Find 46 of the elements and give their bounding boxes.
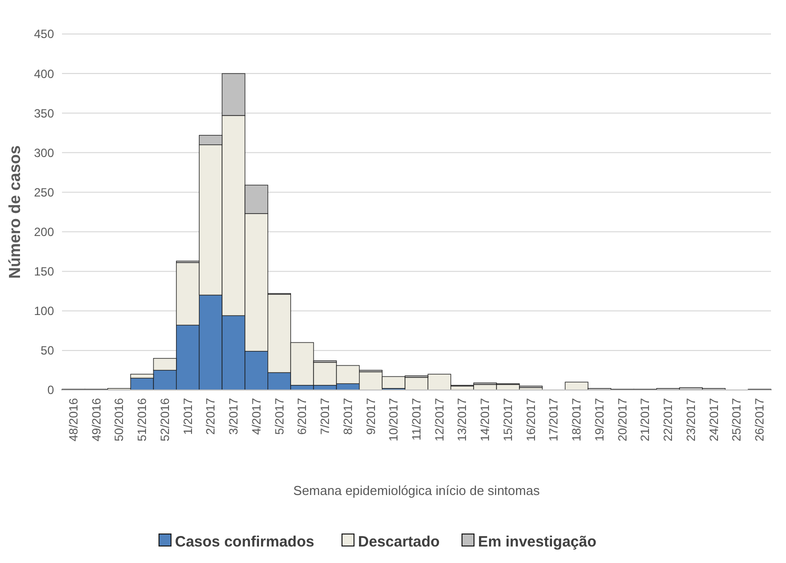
- x-tick-label: 6/2017: [295, 398, 310, 435]
- x-tick-label: 1/2017: [180, 398, 195, 435]
- x-tick-label: 25/2017: [730, 398, 744, 442]
- x-tick-label: 12/2017: [432, 398, 446, 442]
- x-tick-label: 22/2017: [661, 398, 676, 442]
- y-tick-label: 300: [34, 146, 54, 160]
- y-tick-label: 250: [34, 185, 54, 200]
- x-tick-label: 16/2017: [524, 398, 538, 442]
- legend-label: Casos confirmados: [175, 533, 314, 550]
- x-tick-label: 24/2017: [706, 398, 721, 442]
- x-tick-label: 17/2017: [546, 398, 561, 442]
- legend-label: Em investigação: [478, 533, 596, 550]
- x-tick-label: 7/2017: [318, 398, 332, 435]
- y-axis-title: Número de casos: [7, 145, 24, 279]
- y-tick-label: 400: [34, 66, 54, 81]
- x-tick-label: 11/2017: [410, 398, 424, 440]
- x-tick-label: 21/2017: [638, 398, 652, 442]
- x-axis-title: Semana epidemiológica início de sintomas: [293, 483, 540, 498]
- x-tick-label: 14/2017: [478, 398, 492, 442]
- x-tick-label: 18/2017: [570, 398, 584, 442]
- x-tick-label: 2/2017: [204, 398, 218, 435]
- x-tick-label: 9/2017: [364, 398, 378, 435]
- x-tick-label: 19/2017: [592, 398, 606, 442]
- y-tick-label: 450: [34, 27, 54, 42]
- x-tick-label: 49/2016: [89, 398, 104, 442]
- x-tick-label: 4/2017: [249, 398, 264, 435]
- y-tick-label: 200: [34, 224, 54, 239]
- y-tick-label: 50: [40, 344, 54, 358]
- x-tick-label: 20/2017: [615, 398, 630, 442]
- x-tick-label: 48/2016: [66, 398, 80, 442]
- y-tick-label: 100: [34, 304, 54, 318]
- x-tick-label: 8/2017: [340, 398, 355, 435]
- x-tick-label: 10/2017: [386, 398, 401, 442]
- x-tick-label: 5/2017: [272, 398, 286, 435]
- x-tick-label: 15/2017: [500, 398, 515, 442]
- x-tick-label: 50/2016: [112, 398, 126, 442]
- x-tick-label: 52/2016: [158, 398, 172, 442]
- x-tick-label: 23/2017: [684, 398, 698, 442]
- y-tick-label: 150: [34, 264, 54, 279]
- x-tick-label: 13/2017: [455, 398, 470, 442]
- y-tick-label: 0: [47, 383, 54, 398]
- legend-label: Descartado: [358, 533, 440, 550]
- x-tick-label: 3/2017: [226, 398, 241, 435]
- x-tick-label: 26/2017: [752, 398, 767, 442]
- y-tick-label: 350: [34, 106, 54, 120]
- x-tick-label: 51/2016: [135, 398, 150, 442]
